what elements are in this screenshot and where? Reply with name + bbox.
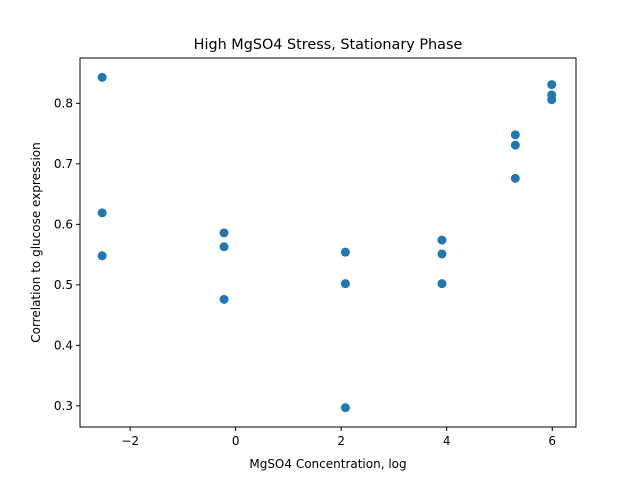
data-point — [510, 173, 520, 183]
data-point — [97, 251, 107, 261]
y-tick-label: 0.3 — [54, 399, 73, 413]
data-point — [97, 208, 107, 218]
x-tick-label: −2 — [121, 434, 139, 448]
x-tick-label: 2 — [337, 434, 345, 448]
plot-frame — [79, 57, 577, 428]
y-tick-label: 0.5 — [54, 278, 73, 292]
x-axis-label: MgSO4 Concentration, log — [249, 457, 406, 471]
ticks-layer: −2 0 2 4 6 0.3 0.4 0.5 0.6 0.7 0.8 — [54, 96, 556, 448]
data-point — [97, 72, 107, 82]
x-tick-label: 0 — [232, 434, 240, 448]
data-point — [219, 242, 229, 252]
y-tick-label: 0.7 — [54, 157, 73, 171]
data-point — [340, 247, 350, 257]
data-point — [340, 403, 350, 413]
data-point — [510, 140, 520, 150]
data-point — [437, 249, 447, 259]
x-tick-label: 6 — [548, 434, 556, 448]
data-point — [219, 294, 229, 304]
y-tick-label: 0.8 — [54, 96, 73, 110]
points-layer — [97, 72, 557, 413]
data-point — [340, 279, 350, 289]
x-tick-label: 4 — [443, 434, 451, 448]
data-point — [219, 228, 229, 238]
data-point — [547, 80, 557, 90]
y-axis-label: Correlation to glucose expression — [29, 142, 43, 343]
y-tick-label: 0.4 — [54, 338, 73, 352]
data-point — [547, 95, 557, 105]
y-tick-label: 0.6 — [54, 217, 73, 231]
data-point — [437, 279, 447, 289]
chart-title: High MgSO4 Stress, Stationary Phase — [194, 37, 463, 53]
data-point — [437, 235, 447, 245]
data-point — [510, 130, 520, 140]
